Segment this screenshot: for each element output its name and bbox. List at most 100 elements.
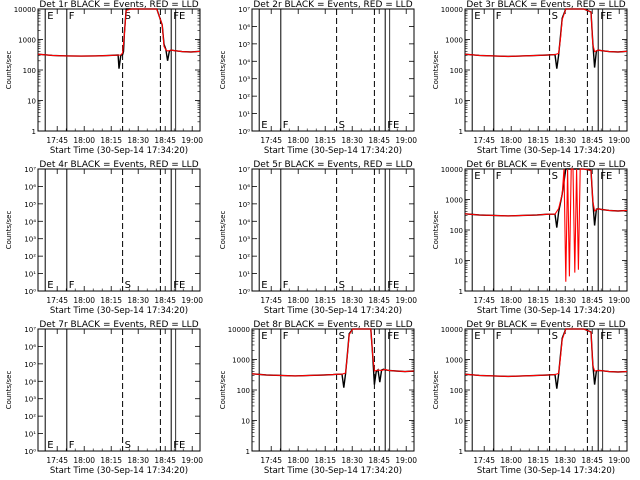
y-tick-label: 1000 <box>232 357 250 365</box>
y-tick-label: 10 <box>241 418 250 426</box>
y-tick-label: 10² <box>238 93 250 101</box>
x-tick-label: 19:00 <box>608 456 630 465</box>
panel-title: Det 9r BLACK = Events, RED = LLD <box>466 320 625 330</box>
y-tick-label: 10 <box>454 258 463 266</box>
x-tick-label: 18:30 <box>554 136 576 145</box>
marker-label: F <box>496 171 502 182</box>
y-tick-label: 10⁷ <box>238 166 250 174</box>
panel-det-4: Det 4r BLACK = Events, RED = LLD 10⁰ 10¹ 10… <box>5 160 203 316</box>
y-tick-label: 10² <box>24 413 36 421</box>
series-line-lld <box>464 168 628 282</box>
x-tick-label: 18:15 <box>100 296 122 305</box>
x-tick-label: 18:15 <box>527 456 549 465</box>
x-tick-label: 18:30 <box>341 136 363 145</box>
x-tick-label: 17:45 <box>46 456 68 465</box>
x-tick-label: 17:45 <box>473 456 495 465</box>
x-tick-label: 18:30 <box>127 136 149 145</box>
panel-title: Det 5r BLACK = Events, RED = LLD <box>253 160 412 170</box>
plot-frame <box>37 168 201 292</box>
x-tick-label: 17:45 <box>260 136 282 145</box>
marker-label: F <box>69 11 75 22</box>
panel-det-2: Det 2r BLACK = Events, RED = LLD 10⁰ 10¹ 10… <box>219 0 417 156</box>
y-tick-label: 10⁰ <box>238 288 250 296</box>
y-tick-label: 100 <box>450 67 463 75</box>
y-tick-label: 10⁴ <box>238 58 250 66</box>
y-tick-label: 10³ <box>24 396 36 404</box>
panel-title: Det 7r BLACK = Events, RED = LLD <box>39 320 198 330</box>
panel-det-7: Det 7r BLACK = Events, RED = LLD 10⁰ 10¹ 10… <box>5 320 203 476</box>
y-tick-label: 10² <box>24 253 36 261</box>
marker-label: FE <box>600 331 612 342</box>
x-axis-label: Start Time (30-Sep-14 17:34:20) <box>50 466 188 476</box>
marker-label: S <box>552 331 558 342</box>
x-tick-label: 18:00 <box>73 136 95 145</box>
x-tick-label: 17:45 <box>260 296 282 305</box>
y-tick-label: 10⁷ <box>24 166 36 174</box>
y-axis-label: Counts/sec <box>432 51 440 90</box>
y-tick-label: 10 <box>454 98 463 106</box>
y-axis-label: Counts/sec <box>219 51 227 90</box>
plot-frame <box>251 8 415 132</box>
y-tick-label: 1000 <box>18 37 36 45</box>
x-tick-label: 18:15 <box>527 296 549 305</box>
x-tick-label: 18:00 <box>287 136 309 145</box>
y-tick-label: 1 <box>459 128 463 136</box>
marker-label: S <box>339 280 345 291</box>
x-tick-label: 19:00 <box>395 456 417 465</box>
x-tick-label: 18:00 <box>287 296 309 305</box>
y-tick-label: 10³ <box>238 76 250 84</box>
y-axis-label: Counts/sec <box>5 211 13 250</box>
y-tick-label: 10000 <box>228 326 250 334</box>
x-tick-label: 18:00 <box>500 296 522 305</box>
x-tick-label: 19:00 <box>395 296 417 305</box>
y-axis-label: Counts/sec <box>5 371 13 410</box>
y-tick-label: 10⁴ <box>24 218 36 226</box>
x-tick-label: 17:45 <box>473 136 495 145</box>
marker-label: E <box>474 11 480 22</box>
x-tick-label: 19:00 <box>608 296 630 305</box>
y-tick-label: 10¹ <box>24 271 36 279</box>
x-tick-label: 19:00 <box>395 136 417 145</box>
marker-label: FE <box>173 11 185 22</box>
panel-det-5: Det 5r BLACK = Events, RED = LLD 10⁰ 10¹ 10… <box>219 160 417 316</box>
y-tick-label: 10⁴ <box>238 218 250 226</box>
x-tick-label: 18:45 <box>581 296 603 305</box>
y-tick-label: 1000 <box>445 37 463 45</box>
y-tick-label: 1000 <box>445 357 463 365</box>
marker-label: E <box>261 120 267 131</box>
x-tick-label: 18:15 <box>314 296 336 305</box>
marker-label: FE <box>600 171 612 182</box>
x-axis-label: Start Time (30-Sep-14 17:34:20) <box>264 306 402 316</box>
x-tick-label: 19:00 <box>181 136 203 145</box>
panel-det-9: Det 9r BLACK = Events, RED = LLD 1 10 100 10… <box>432 320 630 476</box>
panel-title: Det 8r BLACK = Events, RED = LLD <box>253 320 412 330</box>
series-line-lld <box>464 8 628 57</box>
y-axis-label: Counts/sec <box>432 371 440 410</box>
y-tick-label: 10⁷ <box>238 6 250 14</box>
marker-label: F <box>69 440 75 451</box>
panel-title: Det 6r BLACK = Events, RED = LLD <box>466 160 625 170</box>
y-tick-label: 10⁵ <box>24 361 36 369</box>
x-tick-label: 18:45 <box>368 456 390 465</box>
x-tick-label: 18:45 <box>368 296 390 305</box>
y-tick-label: 10⁴ <box>24 378 36 386</box>
y-tick-label: 100 <box>237 387 250 395</box>
y-axis-label: Counts/sec <box>5 51 13 90</box>
x-tick-label: 18:00 <box>287 456 309 465</box>
y-tick-label: 10⁵ <box>24 201 36 209</box>
panel-title: Det 2r BLACK = Events, RED = LLD <box>253 0 412 10</box>
x-tick-label: 18:15 <box>100 136 122 145</box>
marker-label: FE <box>387 120 399 131</box>
marker-label: S <box>339 331 345 342</box>
marker-label: E <box>474 331 480 342</box>
series-line-lld <box>464 328 628 377</box>
x-tick-label: 18:15 <box>314 136 336 145</box>
x-tick-label: 18:30 <box>554 296 576 305</box>
plot-frame <box>251 168 415 292</box>
marker-label: S <box>552 171 558 182</box>
x-tick-label: 18:15 <box>314 456 336 465</box>
y-tick-label: 100 <box>23 67 36 75</box>
x-tick-label: 18:00 <box>500 136 522 145</box>
x-tick-label: 18:00 <box>73 456 95 465</box>
y-axis-label: Counts/sec <box>219 211 227 250</box>
